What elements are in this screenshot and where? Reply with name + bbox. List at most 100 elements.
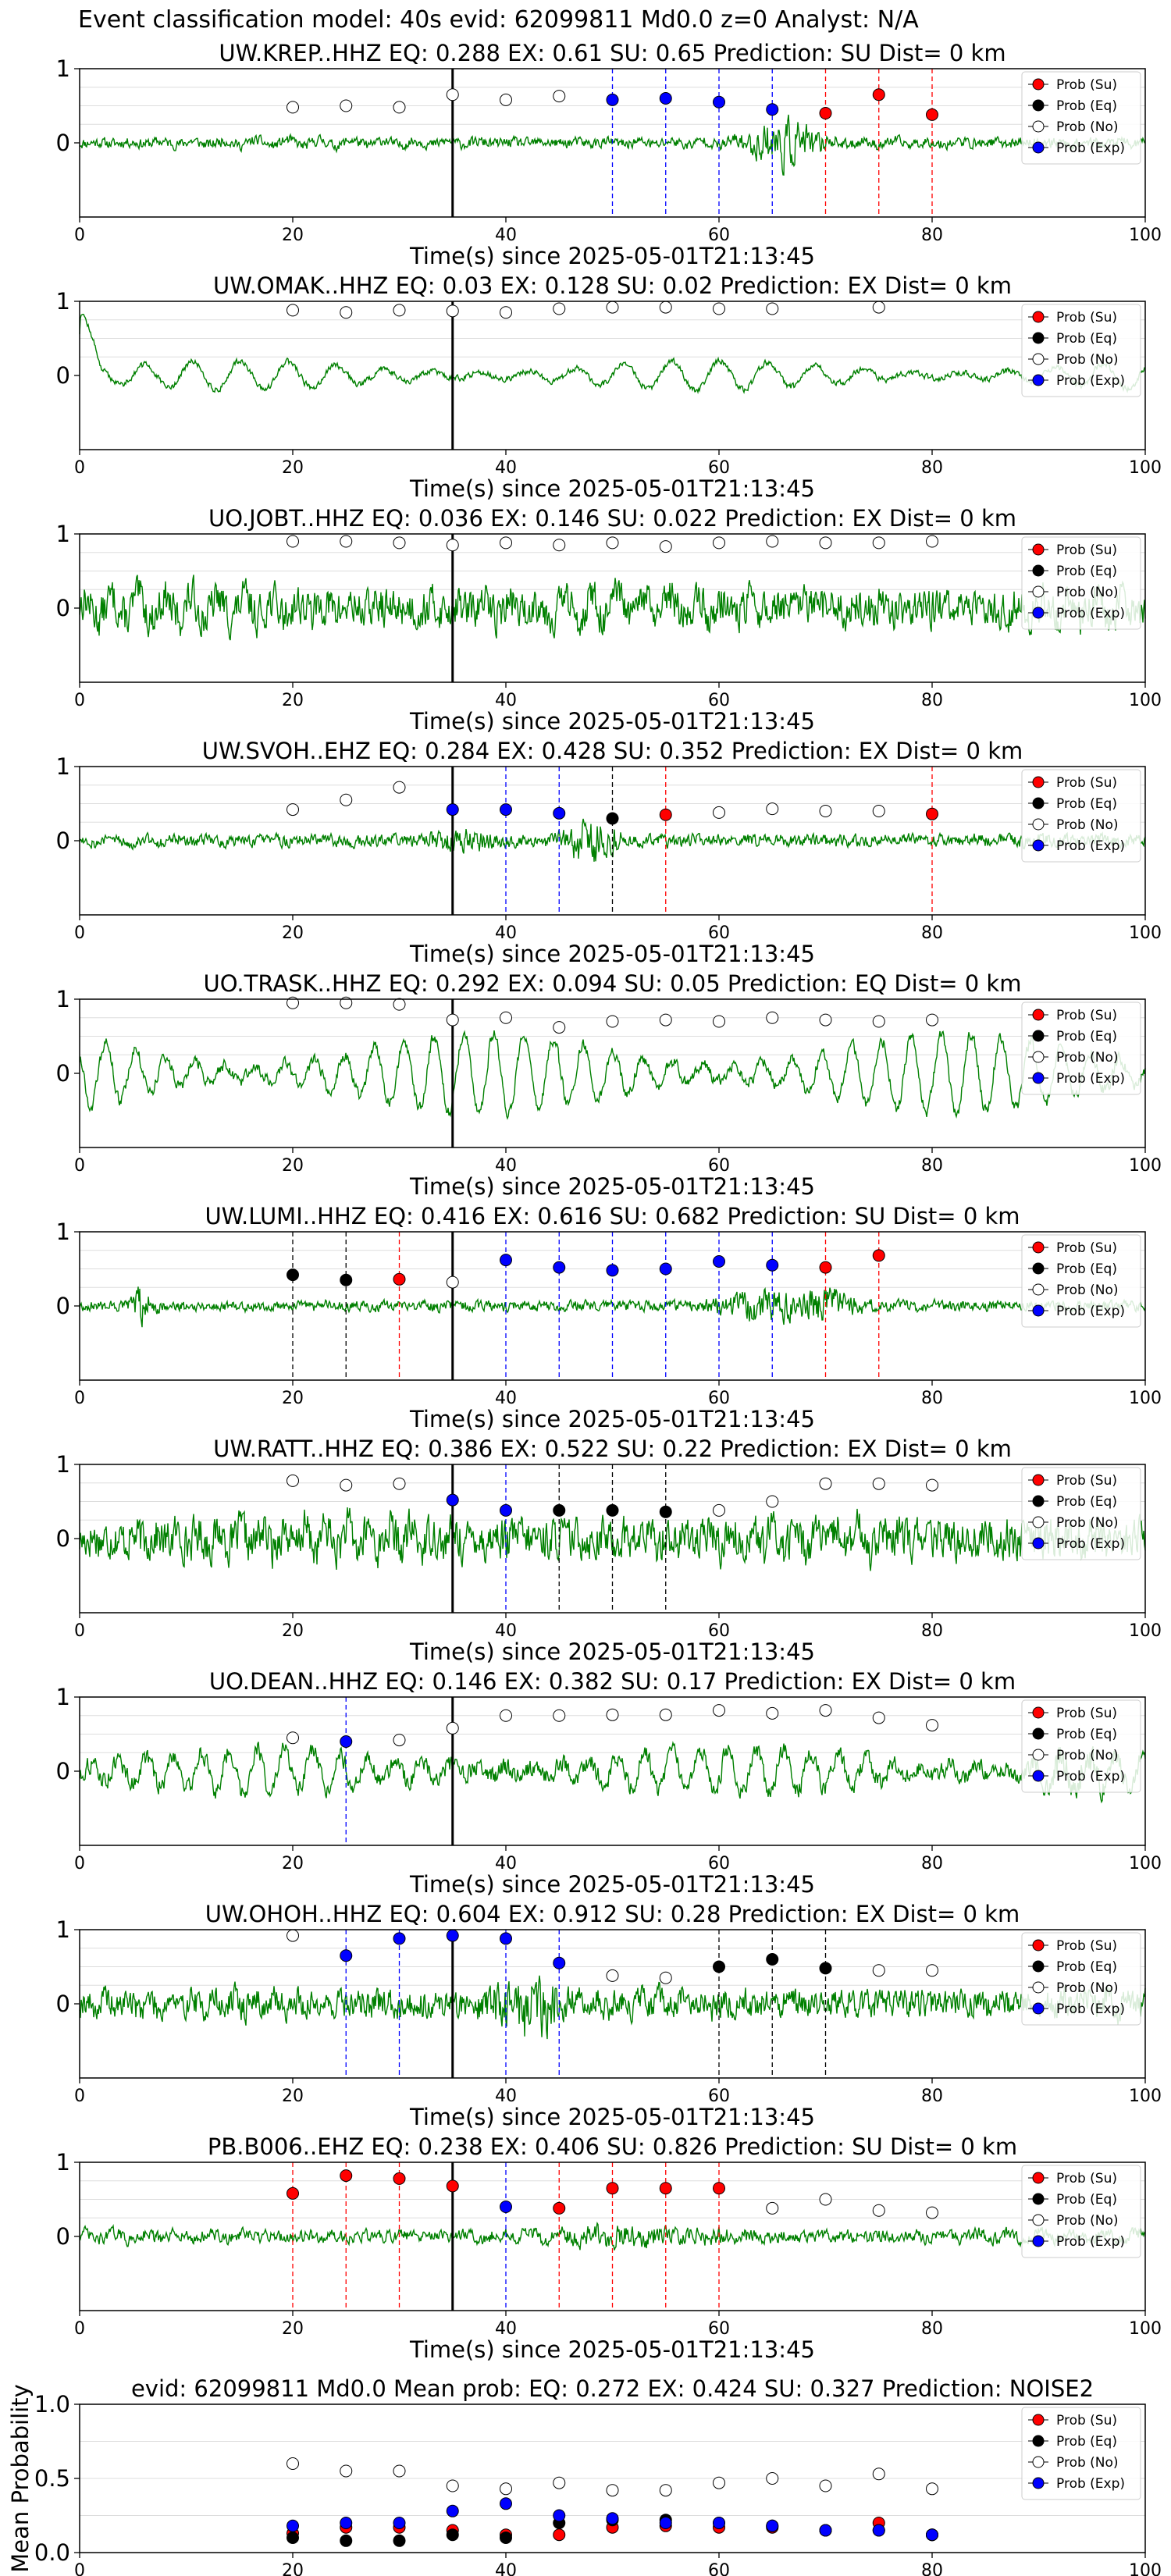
legend-box [1021, 536, 1141, 630]
point-no [819, 1704, 832, 1717]
point-eq [287, 1268, 299, 1282]
panel-title: UW.LUMI..HHZ EQ: 0.416 EX: 0.616 SU: 0.6… [205, 1203, 1020, 1229]
point-exp [500, 803, 512, 817]
point-exp [340, 1949, 353, 1962]
legend-label-exp: Prob (Exp) [1056, 606, 1125, 621]
legend-box [1021, 769, 1141, 863]
point-no [553, 2476, 566, 2489]
x-tick-label: 80 [921, 1621, 943, 1641]
point-exp [393, 1932, 406, 1945]
legend-marker-eq [1032, 797, 1045, 809]
point-no [446, 88, 459, 101]
y-tick-label: 0.5 [34, 2465, 70, 2492]
legend-box [1021, 2165, 1141, 2258]
x-tick-label: 40 [495, 2087, 517, 2106]
y-tick-label: 1 [56, 1451, 70, 1478]
x-tick-label: 80 [921, 458, 943, 478]
legend-label-su: Prob (Su) [1056, 1008, 1117, 1023]
legend-label-eq: Prob (Eq) [1056, 2434, 1117, 2450]
x-tick-label: 100 [1129, 691, 1162, 710]
point-no [340, 793, 353, 806]
point-exp [340, 1735, 353, 1748]
point-su [553, 2201, 566, 2215]
legend-label-su: Prob (Su) [1056, 1240, 1117, 1256]
x-tick-label: 40 [495, 1156, 517, 1176]
y-tick-label: 0.0 [34, 2539, 70, 2566]
point-no [926, 2206, 938, 2219]
point-no [819, 805, 832, 817]
x-tick-label: 0 [74, 1854, 85, 1873]
legend-label-exp: Prob (Exp) [1056, 141, 1125, 156]
point-no [287, 1929, 299, 1942]
point-no [872, 1964, 885, 1977]
x-tick-label: 60 [708, 226, 730, 245]
point-no [872, 2467, 885, 2481]
point-exp [766, 103, 779, 116]
point-no [766, 2201, 779, 2215]
point-eq [553, 1503, 566, 1517]
legend-box [1021, 1932, 1141, 2026]
legend-marker-no [1032, 1749, 1045, 1761]
point-no [340, 535, 353, 548]
legend-marker-eq [1032, 99, 1045, 112]
x-tick-label: 0 [74, 2561, 85, 2576]
x-tick-label: 60 [708, 458, 730, 478]
legend-label-eq: Prob (Eq) [1056, 1494, 1117, 1510]
point-eq [713, 1960, 725, 1973]
point-no [500, 93, 512, 106]
legend-marker-no [1032, 585, 1045, 598]
legend-label-eq: Prob (Eq) [1056, 796, 1117, 812]
legend-label-no: Prob (No) [1056, 1980, 1119, 1996]
y-tick-label: 1 [56, 2149, 70, 2176]
x-tick-label: 80 [921, 1389, 943, 1408]
point-su [926, 108, 938, 121]
point-no [393, 1477, 406, 1490]
waveform-trace [79, 1975, 1146, 2040]
point-no [713, 1015, 725, 1028]
point-eq [659, 1505, 672, 1518]
x-tick-label: 20 [282, 2087, 304, 2106]
waveform-trace [79, 1741, 1146, 1804]
legend-marker-no [1032, 120, 1045, 133]
x-tick-label: 80 [921, 2561, 943, 2576]
point-su [926, 807, 938, 820]
x-axis-label: Time(s) since 2025-05-01T21:13:45 [409, 708, 815, 735]
y-tick-label: 0 [56, 1293, 70, 1319]
point-no [872, 805, 885, 817]
y-tick-label: 0 [56, 595, 70, 621]
legend-label-eq: Prob (Eq) [1056, 98, 1117, 114]
point-eq [340, 2534, 353, 2547]
x-tick-label: 60 [708, 2561, 730, 2576]
point-no [659, 1013, 672, 1026]
waveform-trace [79, 314, 1146, 394]
x-tick-label: 20 [282, 1156, 304, 1176]
panel-title: PB.B006..EHZ EQ: 0.238 EX: 0.406 SU: 0.8… [208, 2133, 1017, 2160]
point-eq [340, 1273, 353, 1286]
point-exp [500, 1932, 512, 1945]
point-no [926, 1964, 938, 1977]
point-no [446, 539, 459, 552]
legend-marker-su [1032, 1939, 1045, 1952]
x-tick-label: 80 [921, 1156, 943, 1176]
y-tick-label: 0 [56, 1991, 70, 2017]
x-axis-label: Time(s) since 2025-05-01T21:13:45 [409, 941, 815, 967]
point-no [340, 996, 353, 1009]
point-exp [287, 2519, 299, 2532]
legend-label-exp: Prob (Exp) [1056, 1304, 1125, 1319]
x-tick-label: 60 [708, 1621, 730, 1641]
point-su [393, 1272, 406, 1286]
legend-marker-eq [1032, 1727, 1045, 1740]
point-no [766, 1495, 779, 1508]
point-exp [553, 2509, 566, 2522]
station-panel: UO.JOBT..HHZ EQ: 0.036 EX: 0.146 SU: 0.0… [56, 505, 1162, 735]
point-no [766, 302, 779, 315]
x-axis-label: Time(s) since 2025-05-01T21:13:45 [409, 2336, 815, 2363]
point-exp [500, 1503, 512, 1517]
y-tick-label: 1 [56, 986, 70, 1012]
x-tick-label: 20 [282, 2319, 304, 2339]
legend-label-eq: Prob (Eq) [1056, 1261, 1117, 1277]
point-no [500, 1011, 512, 1024]
legend-marker-eq [1032, 1495, 1045, 1507]
legend-label-no: Prob (No) [1056, 1748, 1119, 1763]
